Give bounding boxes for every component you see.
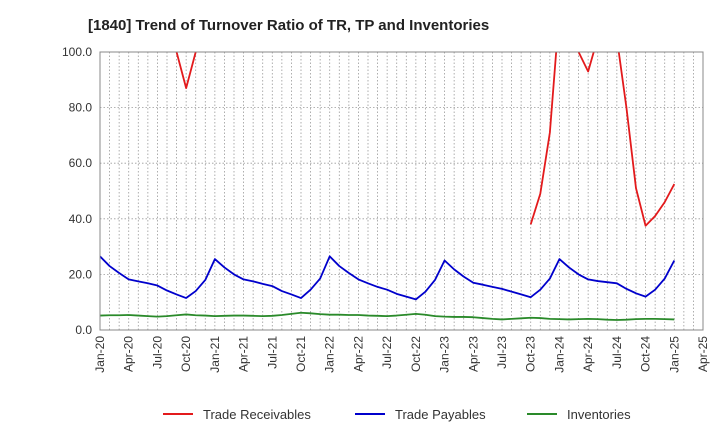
x-tick-label: Jan-21 [208, 336, 222, 373]
legend: Trade Receivables Trade Payables Inventori… [163, 407, 631, 422]
y-tick-label: 20.0 [69, 267, 93, 281]
y-tick-label: 100.0 [62, 45, 92, 59]
grid-lines [99, 51, 704, 331]
plot-frame [99, 51, 704, 331]
x-tick-label: Jan-20 [93, 336, 107, 373]
legend-label-trade-payables: Trade Payables [395, 407, 486, 422]
y-axis-ticks: 0.0 20.0 40.0 60.0 80.0 100.0 [62, 45, 92, 337]
x-tick-label: Apr-23 [466, 336, 480, 372]
y-tick-label: 0.0 [75, 323, 92, 337]
x-tick-label: Jan-24 [552, 336, 566, 373]
series-line-inventories [100, 311, 675, 321]
x-tick-label: Apr-24 [581, 336, 595, 372]
x-tick-label: Jan-25 [667, 336, 681, 373]
y-tick-label: 60.0 [69, 156, 93, 170]
x-tick-label: Oct-24 [639, 336, 653, 372]
x-tick-label: Apr-21 [237, 336, 251, 372]
plot-area [100, 52, 676, 321]
x-tick-label: Jul-24 [610, 336, 624, 369]
legend-label-inventories: Inventories [567, 407, 631, 422]
x-tick-label: Oct-22 [409, 336, 423, 372]
chart-title: [1840] Trend of Turnover Ratio of TR, TP… [88, 17, 489, 34]
x-tick-label: Jul-23 [495, 336, 509, 369]
x-tick-label: Jul-21 [265, 336, 279, 369]
x-tick-label: Jul-22 [380, 336, 394, 369]
x-tick-label: Jul-20 [150, 336, 164, 369]
x-axis-ticks: Jan-20 Apr-20 Jul-20 Oct-20 Jan-21 Apr-21 Jul-… [93, 336, 710, 373]
legend-label-trade-receivables: Trade Receivables [203, 407, 311, 422]
x-tick-label: Jan-23 [438, 336, 452, 373]
series-line-trade-receivables [175, 52, 676, 227]
y-tick-label: 40.0 [69, 212, 93, 226]
x-tick-label: Oct-21 [294, 336, 308, 372]
series-line-trade-payables [100, 255, 676, 301]
x-tick-label: Apr-25 [696, 336, 710, 372]
x-tick-label: Jan-22 [323, 336, 337, 373]
x-tick-label: Apr-20 [122, 336, 136, 372]
x-tick-label: Oct-20 [179, 336, 193, 372]
x-tick-label: Oct-23 [524, 336, 538, 372]
y-tick-label: 80.0 [69, 101, 93, 115]
x-tick-label: Apr-22 [351, 336, 365, 372]
